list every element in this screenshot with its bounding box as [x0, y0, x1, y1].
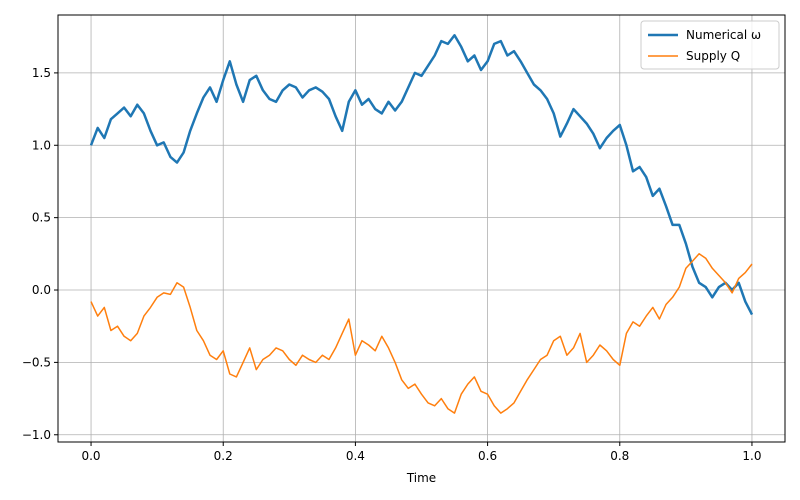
series-layer — [89, 34, 754, 414]
x-tick-label: 0.8 — [610, 449, 629, 463]
grid — [58, 15, 785, 442]
y-tick-label: −1.0 — [22, 428, 51, 442]
legend-label-supply-q: Supply Q — [686, 49, 740, 63]
y-tick-label: 0.0 — [32, 283, 51, 297]
x-axis: 0.0 0.2 0.4 0.6 0.8 1.0 — [81, 442, 762, 463]
x-tick-label: 0.6 — [478, 449, 497, 463]
x-tick-label: 1.0 — [742, 449, 761, 463]
legend-label-numerical-omega: Numerical ω — [686, 28, 761, 42]
y-tick-label: 0.5 — [32, 211, 51, 225]
x-tick-label: 0.2 — [214, 449, 233, 463]
plot-frame — [57, 14, 786, 443]
x-axis-title: Time — [406, 471, 436, 485]
plot-background — [58, 15, 785, 442]
y-axis: −1.0 −0.5 0.0 0.5 1.0 1.5 — [22, 66, 58, 442]
y-tick-label: 1.0 — [32, 138, 51, 152]
legend-box — [640, 20, 780, 70]
x-tick-label: 0.4 — [346, 449, 365, 463]
series-line-numerical-omega — [89, 34, 754, 316]
series-line-supply-q — [90, 253, 753, 414]
y-tick-label: 1.5 — [32, 66, 51, 80]
x-tick-label: 0.0 — [81, 449, 100, 463]
y-tick-label: −0.5 — [22, 355, 51, 369]
legend: Numerical ω Supply Q — [640, 20, 780, 70]
